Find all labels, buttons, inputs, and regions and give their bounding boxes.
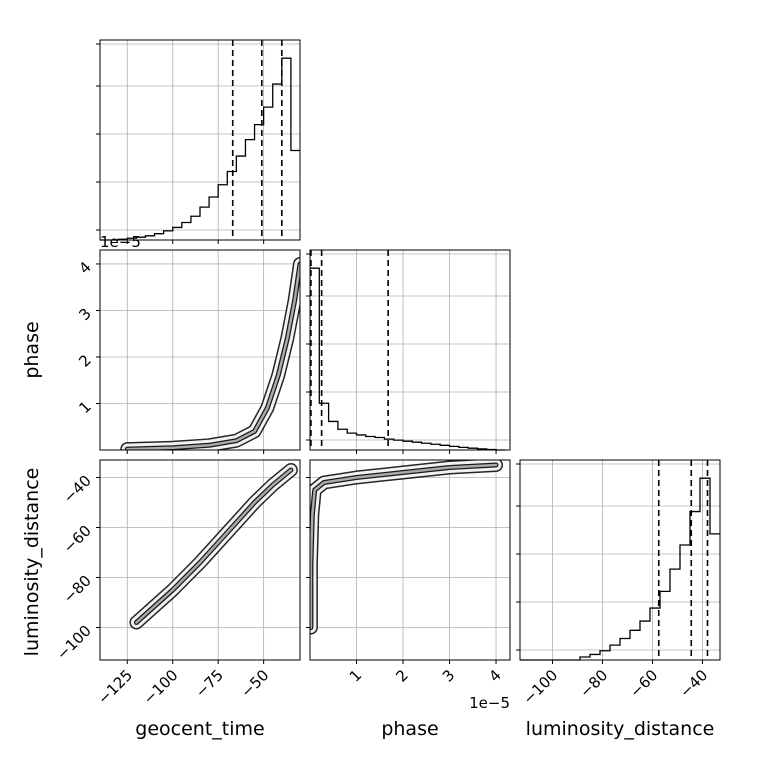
ylabel-luminosity-distance: luminosity_distance [21,468,43,657]
panel-frame [99,39,301,241]
scatter-point [302,270,304,272]
scatter-point [158,451,160,453]
xlabel-geocent-time: geocent_time [135,718,264,740]
scatter-point [143,452,145,454]
tick-label-y: −100 [53,622,95,664]
scatter-point [300,275,302,277]
panel-frame [309,459,511,661]
grid [310,460,510,660]
scatter-point [307,600,309,602]
tick-label-y: −80 [60,572,95,607]
tick-label-y: 3 [75,305,94,324]
contour-core [126,262,300,450]
scatter-point [306,608,308,610]
scatter-point [307,559,309,561]
grid [100,250,300,450]
scatter-point [302,267,304,269]
scatter-point [306,557,308,559]
panel-frame [519,459,721,661]
scatter-point [306,581,308,583]
panel-hist-luminosity-distance: −100 −80 −60 −40 [516,459,721,708]
ylabel-phase: phase [21,321,43,378]
scatter-point [307,555,309,557]
panel-hist-phase [306,249,511,454]
tick-label-y: −40 [60,472,95,507]
panel-frame [99,249,301,451]
xlabel-luminosity-distance: luminosity_distance [526,718,715,740]
scatter-point [306,578,308,580]
scatter-point [306,593,308,595]
contour-fill [310,460,502,633]
panel-frame [99,459,301,661]
scatter-point [302,274,304,276]
tick-label-x: 1 [346,666,365,685]
grid [520,460,720,660]
contour-inner [310,462,499,630]
tick-label-x: 3 [439,666,458,685]
tick-label-x: −60 [626,666,661,701]
scatter-point [306,609,308,611]
tick-label-y: −60 [60,522,95,557]
panel-frame [309,249,511,451]
contour-outer [310,460,503,635]
scatter-point [306,594,308,596]
scatter-point [306,557,308,559]
scatter-point [307,601,309,603]
grid [100,40,300,240]
tick-label-y: 1 [75,398,94,417]
panel-hist-geocent-time [96,39,301,244]
tick-label-x: 2 [392,666,411,685]
scatter-point [307,538,309,540]
scatter-point [308,579,310,581]
contour-outer [120,257,300,450]
scatter-point [148,450,150,452]
scatter-point [306,602,308,604]
histogram-geocent_time [100,57,300,241]
tick-label-y: 4 [75,258,94,277]
tick-label-x: −75 [192,666,227,701]
tick-label-x: −40 [676,666,711,701]
scatter-point [306,571,308,573]
grid [310,250,510,450]
histogram-phase [310,267,506,451]
histogram-luminosity_distance [520,477,720,661]
scatter-point [139,451,141,453]
offset-label-phase-x: 1e−5 [469,694,510,712]
tick-label-x: −100 [519,666,561,708]
scatter-point [132,452,134,454]
scatter-point [306,612,308,614]
contour-core [310,463,498,629]
scatter-point [141,451,143,453]
scatter-point [307,584,309,586]
panel-2d-phase-luminosity-distance: 1 2 3 4 [306,459,511,686]
scatter-point [307,525,309,527]
contour-core [135,468,293,624]
scatter-point [308,528,310,530]
scatter-point [131,452,133,454]
tick-label-y: 2 [75,351,94,370]
contour-inner [124,261,300,450]
scatter-point [307,519,309,521]
xlabel-phase: phase [381,718,438,740]
scatter-point [307,597,309,599]
scatter-point [307,546,309,548]
contour-fill [121,258,300,450]
tick-label-x: −50 [237,666,272,701]
scatter-point [306,543,308,545]
tick-label-x: −125 [94,666,136,708]
offset-label-phase-y: 1e−5 [100,233,141,251]
scatter-point [135,450,137,452]
panel-2d-geocent-time-phase: 1 2 3 4 [75,249,305,454]
scatter-point [307,616,309,618]
tick-label-x: −80 [576,666,611,701]
panel-2d-geocent-time-luminosity-distance: −125 −100 −75 −50 −100 −80 −60 −40 [53,459,301,708]
scatter-point [303,264,305,266]
scatter-point [158,451,160,453]
tick-label-x: −100 [140,666,182,708]
tick-label-x: 4 [485,666,504,685]
scatter-point [306,555,308,557]
